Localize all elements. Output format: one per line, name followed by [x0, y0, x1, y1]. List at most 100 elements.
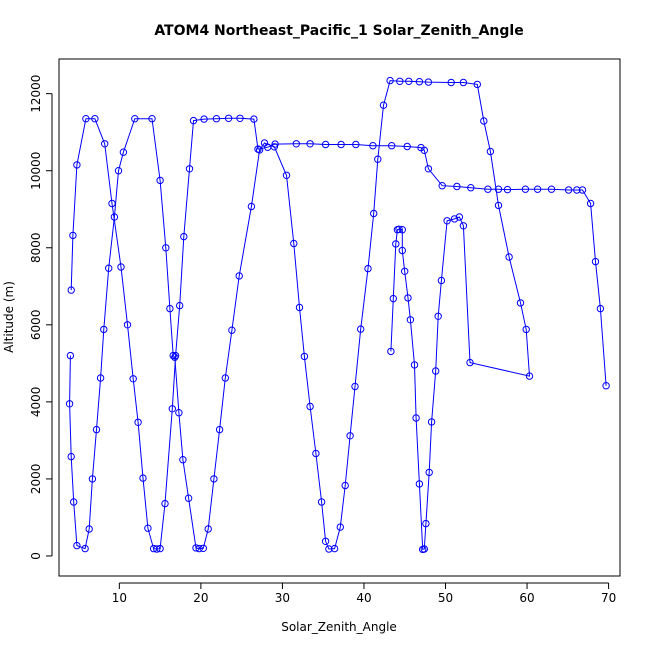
data-point	[254, 145, 262, 153]
data-point	[199, 544, 208, 552]
data-point	[386, 76, 394, 85]
data-point	[156, 176, 164, 185]
data-point	[295, 303, 304, 312]
series-layer	[65, 76, 610, 554]
data-point	[486, 147, 495, 156]
data-point	[221, 374, 230, 382]
data-point	[317, 498, 326, 506]
data-point	[129, 375, 137, 383]
y-tick-label: 0	[29, 552, 43, 560]
data-point	[204, 525, 212, 533]
data-point	[522, 325, 530, 334]
data-point	[184, 494, 193, 502]
data-point	[153, 545, 161, 553]
data-point	[437, 276, 446, 285]
data-point	[388, 142, 396, 150]
data-point	[119, 148, 128, 156]
data-point	[336, 523, 344, 531]
data-point	[325, 545, 333, 553]
data-point	[596, 304, 605, 313]
data-point	[455, 213, 464, 221]
data-point	[300, 352, 309, 361]
y-tick-label: 4000	[29, 387, 43, 418]
data-point	[392, 240, 400, 248]
x-tick-label: 30	[275, 591, 290, 605]
data-point	[346, 432, 354, 440]
data-point	[459, 78, 468, 87]
data-point	[480, 117, 488, 125]
data-point	[364, 264, 372, 273]
data-point	[108, 199, 116, 208]
y-tick-label: 12000	[29, 75, 43, 113]
data-point	[337, 140, 345, 149]
data-point	[228, 326, 236, 334]
data-point	[215, 425, 224, 434]
data-point	[100, 325, 108, 334]
data-point	[453, 182, 461, 191]
data-point	[73, 541, 81, 550]
data-point	[438, 182, 446, 190]
data-point	[82, 115, 90, 123]
data-point	[473, 80, 481, 89]
data-point	[70, 498, 78, 506]
data-point	[415, 78, 424, 86]
data-point	[114, 167, 123, 175]
data-point	[352, 140, 360, 149]
data-point	[189, 116, 198, 125]
data-point	[425, 468, 433, 477]
y-tick-label: 10000	[29, 152, 43, 190]
data-point	[306, 402, 314, 411]
data-point	[447, 78, 455, 87]
data-point	[247, 202, 256, 211]
x-tick-label: 60	[519, 591, 534, 605]
data-point	[321, 537, 330, 545]
data-point	[403, 142, 411, 151]
data-point	[494, 185, 503, 193]
plot-frame	[58, 58, 621, 577]
data-point	[271, 140, 279, 148]
data-point	[370, 209, 378, 218]
data-point	[398, 226, 406, 234]
data-point	[443, 217, 451, 225]
x-tick-label: 20	[193, 591, 208, 605]
data-point	[166, 304, 174, 313]
data-point	[73, 161, 81, 169]
data-point	[459, 222, 468, 230]
data-point	[123, 321, 132, 329]
data-point	[175, 409, 183, 417]
data-point	[224, 114, 233, 123]
data-point	[92, 425, 101, 434]
data-point	[586, 199, 595, 208]
data-point	[427, 418, 436, 426]
data-point	[420, 146, 428, 155]
data-point	[406, 316, 415, 324]
data-point	[101, 140, 109, 148]
data-point	[139, 474, 147, 482]
data-point	[521, 185, 530, 193]
data-point	[65, 400, 74, 408]
data-point	[162, 244, 170, 252]
data-point	[250, 115, 258, 123]
data-point	[564, 186, 573, 194]
data-point	[389, 294, 397, 303]
data-point	[401, 267, 409, 275]
data-point	[200, 115, 208, 123]
data-point	[321, 140, 330, 149]
data-point	[398, 246, 406, 255]
y-tick-label: 6000	[29, 310, 43, 341]
data-point	[412, 414, 420, 422]
data-point	[171, 351, 180, 360]
data-point	[66, 351, 75, 360]
data-point	[533, 185, 542, 193]
data-point	[306, 140, 314, 148]
data-point	[81, 544, 89, 553]
data-point	[169, 351, 177, 360]
data-point	[185, 165, 194, 173]
data-point	[503, 185, 512, 194]
data-point	[432, 367, 440, 375]
x-tick-label: 70	[601, 591, 616, 605]
data-point	[467, 184, 475, 192]
data-point	[264, 143, 272, 151]
data-point	[96, 374, 105, 382]
data-point	[484, 185, 492, 193]
